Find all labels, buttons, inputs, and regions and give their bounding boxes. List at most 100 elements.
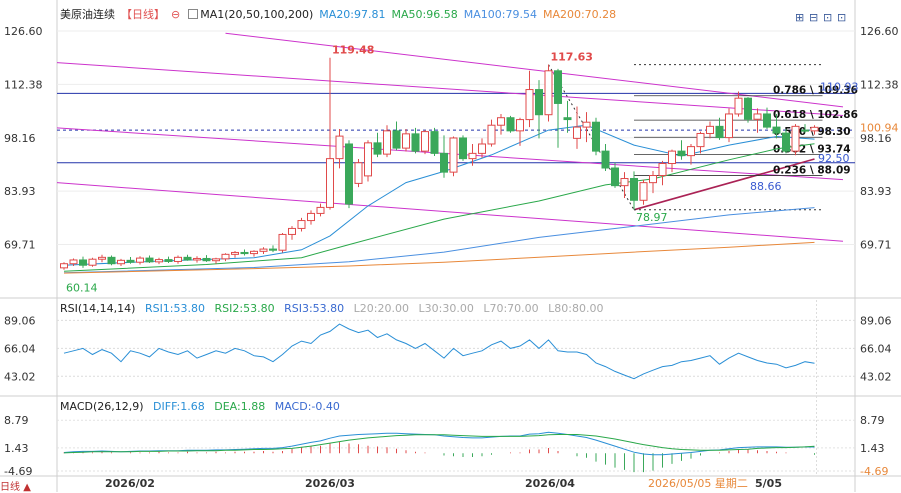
candlestick xyxy=(60,262,68,270)
candle-body xyxy=(573,126,581,139)
candle-body xyxy=(155,259,163,263)
ma-indicator-text: MA1(20,50,100,200) xyxy=(200,8,314,21)
candle-body xyxy=(544,70,553,116)
candlestick xyxy=(592,117,600,156)
trendline xyxy=(57,182,844,242)
ma-line-ma100 xyxy=(63,207,815,274)
candlestick xyxy=(725,108,733,143)
candle-body xyxy=(136,257,144,263)
candlestick xyxy=(421,130,429,155)
candlestick xyxy=(677,140,686,160)
ma-indicator-label[interactable]: MA1(20,50,100,200) xyxy=(186,8,313,21)
price-tick-right: 126.60 xyxy=(860,25,899,38)
candle-body xyxy=(402,133,410,149)
candlestick xyxy=(668,149,676,173)
candle-body xyxy=(307,212,315,222)
candle-body xyxy=(668,150,676,165)
candlestick xyxy=(278,232,287,253)
rsi2-value: RSI2:53.80 xyxy=(214,302,275,315)
candlestick xyxy=(117,258,125,266)
candle-body xyxy=(725,113,733,139)
period-badge-arrow-icon: ▲ xyxy=(23,482,31,493)
candle-body xyxy=(297,220,306,229)
candlestick xyxy=(582,112,591,143)
zoom-out-icon[interactable]: ⊟ xyxy=(809,11,819,24)
period-badge[interactable]: 日线 ▲ xyxy=(0,478,31,493)
ma20-value: MA20:97.81 xyxy=(319,8,386,21)
price-annotation: 119.48 xyxy=(332,44,374,57)
candle-body xyxy=(763,113,771,128)
candle-body xyxy=(753,113,762,120)
fib-top-value: 110.93 xyxy=(820,80,859,93)
candle-body xyxy=(734,97,743,115)
candlestick xyxy=(373,132,382,158)
candlestick xyxy=(383,125,391,158)
instrument-name[interactable]: 美原油连续 xyxy=(60,8,115,21)
candle-body xyxy=(259,248,268,252)
candlestick xyxy=(554,68,562,148)
current-price-bg xyxy=(857,120,897,135)
fib-right-value: 92.50 xyxy=(818,152,850,165)
price-tick-left: 98.16 xyxy=(4,132,36,145)
candlestick xyxy=(193,256,201,263)
rsi-line xyxy=(63,323,815,380)
candlestick xyxy=(611,162,619,188)
candlestick xyxy=(687,143,695,165)
candle-body xyxy=(202,257,211,262)
settings-icon[interactable]: ⊖ xyxy=(171,8,181,21)
candlestick xyxy=(649,171,657,194)
candle-body xyxy=(772,126,781,134)
candle-body xyxy=(810,126,819,132)
candle-body xyxy=(354,162,363,184)
candle-body xyxy=(535,89,543,116)
price-annotation: 60.14 xyxy=(66,281,98,294)
candlestick xyxy=(259,247,268,254)
candlestick xyxy=(174,255,182,264)
move-right-icon[interactable]: ⊡ xyxy=(837,11,847,24)
fib-label: 0.786 \ 109.36 xyxy=(773,85,858,97)
macd-title[interactable]: MACD(26,12,9) xyxy=(60,400,144,413)
candlestick xyxy=(164,256,173,263)
rsi-title[interactable]: RSI(14,14,14) xyxy=(60,302,136,315)
candle-body xyxy=(601,150,610,169)
candle-body xyxy=(630,178,638,201)
price-annotation: 88.66 xyxy=(750,180,782,193)
candlestick xyxy=(639,179,648,205)
price-tick-right: 98.16 xyxy=(860,132,892,145)
move-left-icon[interactable]: ⊡ xyxy=(823,11,833,24)
trendline xyxy=(633,158,815,211)
price-tick-left: 112.38 xyxy=(4,78,43,91)
price-tick-right: 112.38 xyxy=(860,78,899,91)
toolbar: ⊞ ⊟ ⊡ ⊡ xyxy=(795,5,855,24)
candlestick xyxy=(250,250,258,257)
price-tick-right: 83.93 xyxy=(860,185,892,198)
rsi-tick-left: 89.06 xyxy=(4,314,36,327)
candle-body xyxy=(411,133,420,152)
candle-body xyxy=(145,257,154,263)
candle-body xyxy=(60,263,68,269)
x-axis-label: 2026/02 xyxy=(105,477,155,490)
ma200-value: MA200:70.28 xyxy=(542,8,617,21)
candle-body xyxy=(98,256,106,260)
candlestick xyxy=(658,160,667,186)
candle-body xyxy=(392,130,401,149)
candlestick xyxy=(316,203,325,217)
candlestick xyxy=(449,136,458,177)
candlestick xyxy=(478,138,486,158)
rsi-tick-left: 66.04 xyxy=(4,342,36,355)
candlestick xyxy=(430,127,439,156)
price-legend: 美原油连续 【日线】 ⊖ MA1(20,50,100,200) MA20:97.81 MA… xyxy=(60,6,622,22)
candle-body xyxy=(421,131,429,152)
candlestick xyxy=(544,64,553,122)
trendlines xyxy=(57,32,844,242)
period-label[interactable]: 【日线】 xyxy=(121,8,165,21)
rsi-legend: RSI(14,14,14) RSI1:53.80 RSI2:53.80 RSI3… xyxy=(60,302,609,315)
fib-ray xyxy=(548,64,635,211)
macd-legend: MACD(26,12,9) DIFF:1.68 DEA:1.88 MACD:-0… xyxy=(60,400,346,413)
candle-body xyxy=(487,124,496,145)
macd-tick-left: 1.43 xyxy=(4,442,29,455)
zoom-in-icon[interactable]: ⊞ xyxy=(795,11,805,24)
candle-body xyxy=(611,167,619,187)
candle-body xyxy=(193,257,201,261)
